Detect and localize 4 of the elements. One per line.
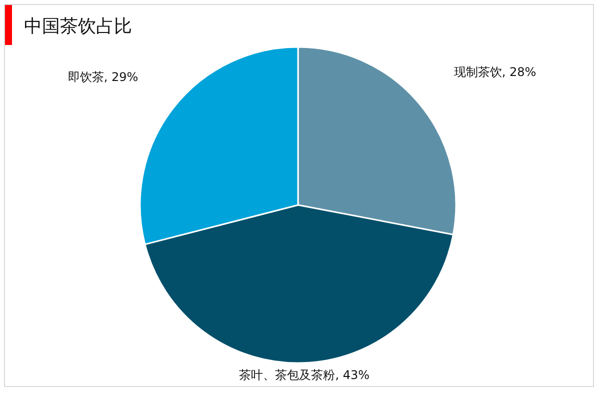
slice-label: 即饮茶, 29% (68, 70, 138, 84)
chart-title: 中国茶饮占比 (24, 16, 132, 37)
slice-label: 现制茶饮, 28% (454, 65, 536, 80)
slice-label: 茶叶、茶包及茶粉, 43% (239, 368, 370, 382)
